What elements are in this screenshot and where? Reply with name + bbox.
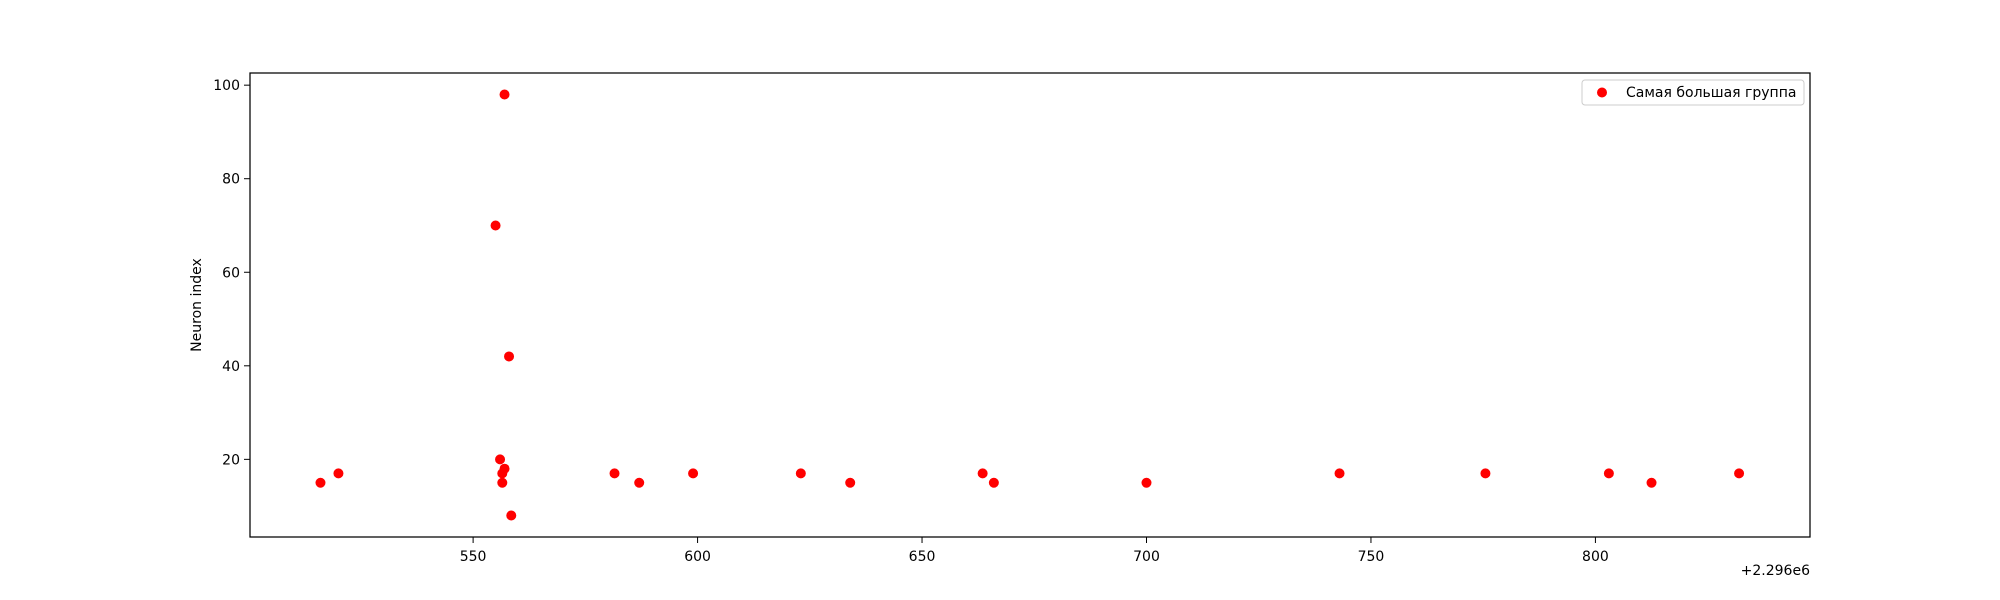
x-tick-label: 600 <box>684 549 711 565</box>
data-point <box>495 454 506 465</box>
data-point <box>1646 477 1657 488</box>
x-tick-label: 750 <box>1358 549 1385 565</box>
x-tick-label: 800 <box>1582 549 1609 565</box>
data-point <box>315 477 326 488</box>
data-point <box>1141 477 1152 488</box>
y-tick-label: 80 <box>222 172 240 188</box>
x-axis-offset-label: +2.296e6 <box>1741 563 1810 579</box>
y-axis-ticks: 20 40 60 80 100 <box>213 78 250 468</box>
data-point <box>1734 468 1745 479</box>
x-axis-ticks: 550 600 650 700 750 800 <box>460 537 1609 565</box>
data-point <box>499 463 510 474</box>
data-point <box>499 89 510 100</box>
data-point <box>795 468 806 479</box>
data-point <box>333 468 344 479</box>
y-tick-label: 60 <box>222 265 240 281</box>
legend-box <box>1581 79 1805 106</box>
data-point <box>506 510 517 521</box>
x-tick-label: 550 <box>460 549 487 565</box>
data-point <box>845 477 856 488</box>
plot-area-frame <box>249 72 1811 538</box>
legend-marker <box>1597 87 1607 98</box>
data-point <box>977 468 988 479</box>
data-point <box>634 477 645 488</box>
data-point <box>490 220 501 231</box>
y-tick-label: 20 <box>222 452 240 468</box>
data-point <box>688 468 699 479</box>
data-point <box>497 477 508 488</box>
data-point <box>1480 468 1491 479</box>
data-point <box>1334 468 1345 479</box>
data-point <box>609 468 620 479</box>
x-tick-label: 700 <box>1133 549 1160 565</box>
x-tick-label: 650 <box>909 549 936 565</box>
data-point <box>1603 468 1614 479</box>
data-points <box>315 89 1745 521</box>
data-point <box>504 351 515 362</box>
y-tick-label: 40 <box>222 359 240 375</box>
data-point <box>988 477 999 488</box>
legend-label: Самая большая группа <box>1626 85 1796 101</box>
y-tick-label: 100 <box>213 78 240 94</box>
y-axis-label: Neuron index <box>189 258 205 352</box>
legend: Самая большая группа <box>1581 79 1805 106</box>
